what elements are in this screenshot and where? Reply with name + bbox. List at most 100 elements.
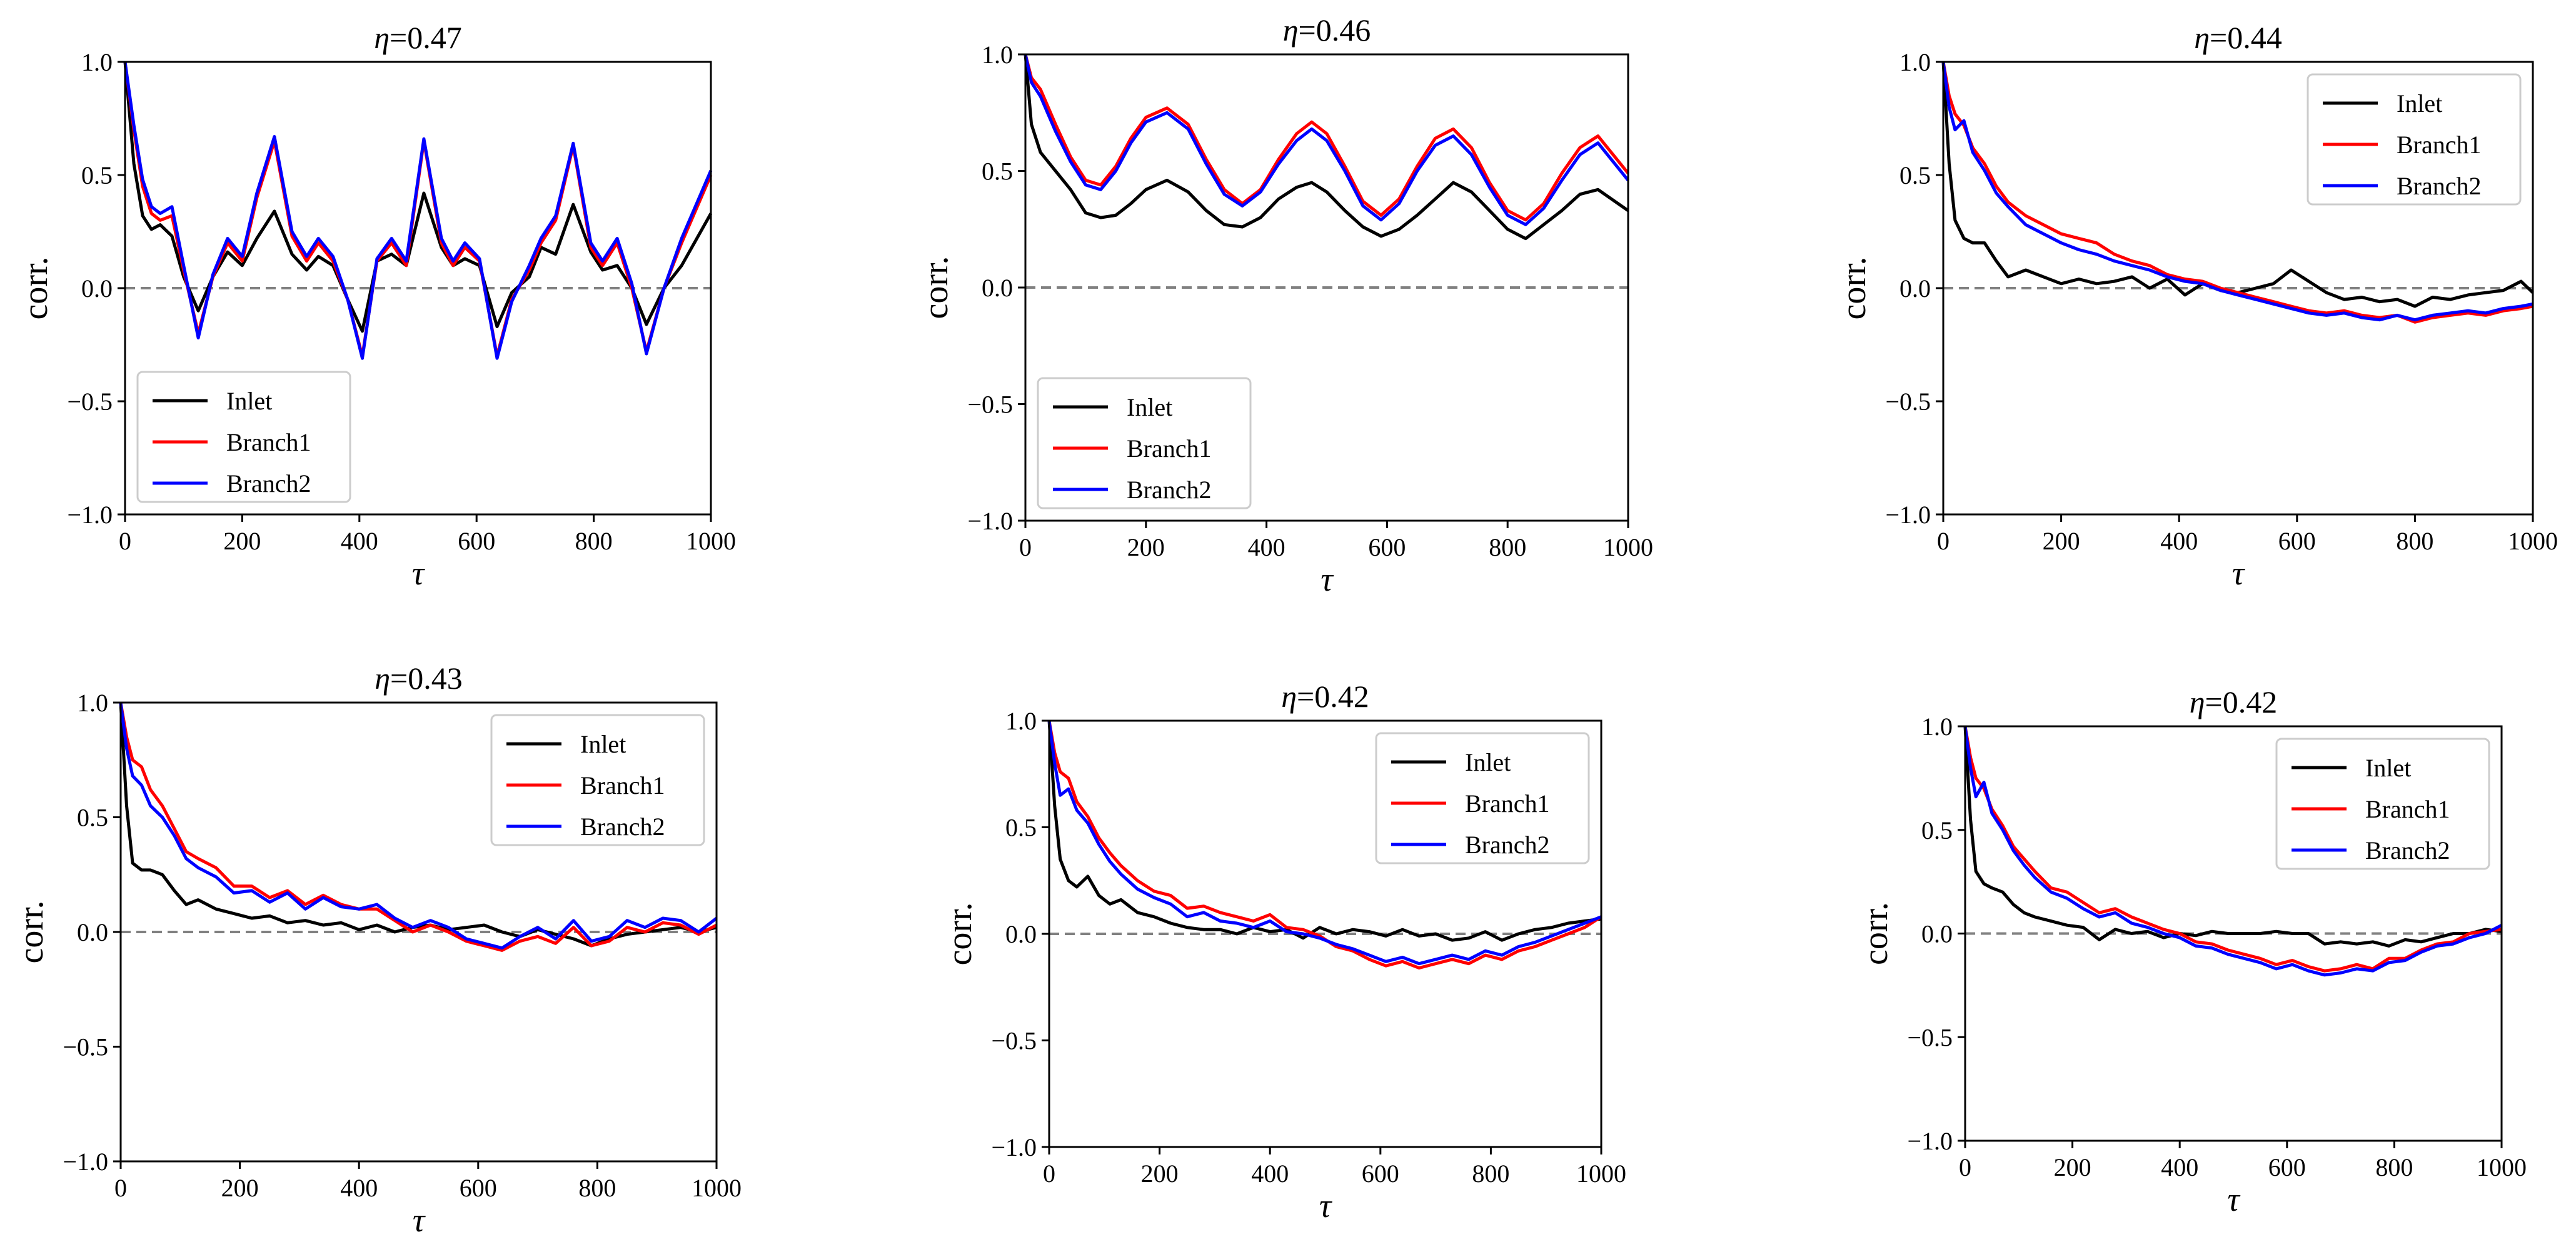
y-axis-label: corr. xyxy=(12,900,51,963)
legend: Inlet Branch1 Branch2 xyxy=(2275,738,2490,870)
x-tick-label: 1000 xyxy=(692,1174,742,1202)
x-tick-label: 800 xyxy=(2396,527,2433,555)
series-line-branch1 xyxy=(1047,720,1602,970)
title-value: =0.46 xyxy=(1299,13,1371,48)
x-tick-label: 200 xyxy=(2043,527,2080,555)
legend-label-inlet: Inlet xyxy=(2365,754,2411,782)
legend-box xyxy=(2307,73,2522,206)
chart-title: η=0.42 xyxy=(1281,679,1369,714)
x-tick-label: 200 xyxy=(223,527,261,555)
x-axis-label: τ xyxy=(2232,554,2245,592)
y-tick-label: 0.0 xyxy=(81,274,113,303)
x-tick-label: 1000 xyxy=(2508,527,2558,555)
x-tick-label: 800 xyxy=(575,527,613,555)
x-tick-label: 600 xyxy=(1368,533,1406,561)
x-tick-label: 1000 xyxy=(2477,1153,2527,1181)
series-line-branch2 xyxy=(1024,54,1629,226)
x-tick-label: 800 xyxy=(2375,1153,2413,1181)
series-line-inlet xyxy=(119,702,717,948)
y-tick-label: 0.0 xyxy=(1899,274,1931,303)
y-tick-label: −1.0 xyxy=(967,507,1013,535)
x-tick-label: 400 xyxy=(1248,533,1285,561)
legend: Inlet Branch1 Branch2 xyxy=(136,371,351,503)
y-tick-label: −0.5 xyxy=(1907,1023,1953,1051)
x-tick-label: 1000 xyxy=(686,527,736,555)
series-line-inlet xyxy=(1024,54,1629,241)
y-tick-label: 0.0 xyxy=(77,918,108,946)
series-line-branch1 xyxy=(1941,61,2533,324)
y-tick-label: −0.5 xyxy=(991,1027,1037,1055)
legend-label-branch1: Branch1 xyxy=(2397,131,2482,159)
y-axis-label: corr. xyxy=(1856,902,1895,965)
chart-title: η=0.46 xyxy=(1283,13,1371,48)
x-tick-label: 600 xyxy=(1362,1159,1399,1188)
x-tick-label: 400 xyxy=(340,1174,378,1202)
chart-panel-2: 0 200 400 600 800 1000 1.0 0.5 0.0 −0.5 −1.0 η=0.46… xyxy=(917,13,1653,598)
series-line-branch1 xyxy=(1024,54,1629,222)
x-tick-label: 200 xyxy=(1141,1159,1179,1188)
title-value: =0.44 xyxy=(2210,20,2282,55)
title-symbol: η xyxy=(2194,20,2210,55)
y-tick-label: 0.5 xyxy=(77,804,108,832)
legend-label-inlet: Inlet xyxy=(1127,393,1172,421)
y-tick-label: −1.0 xyxy=(1907,1127,1953,1155)
y-tick-label: −1.0 xyxy=(991,1133,1037,1161)
panels: 0 200 400 600 800 10001.00.50.0−0.5−1.0η=0.47… xyxy=(12,13,2558,1239)
x-tick-label: 600 xyxy=(458,527,495,555)
series-line-branch2 xyxy=(1941,61,2533,322)
y-tick-label: −0.5 xyxy=(63,1033,108,1061)
title-symbol: η xyxy=(375,661,390,696)
series-line-branch2 xyxy=(1047,720,1602,966)
series-line-branch2 xyxy=(1963,726,2503,977)
chart-panel-6: 0 200 400 600 800 1000 1.0 0.5 0.0 −0.5 −1.0 η=0.42… xyxy=(1856,684,2527,1218)
y-tick-label: 1.0 xyxy=(982,41,1013,69)
legend-box xyxy=(136,371,351,503)
y-tick-label: −1.0 xyxy=(63,1148,108,1176)
legend-label-branch1: Branch1 xyxy=(226,428,311,456)
legend-label-inlet: Inlet xyxy=(1465,748,1511,776)
y-tick-label: 0.5 xyxy=(81,161,113,189)
y-tick-label: 1.0 xyxy=(1005,707,1037,735)
x-tick-label: 800 xyxy=(1489,533,1526,561)
x-tick-label: 400 xyxy=(2161,1153,2198,1181)
y-tick-label: 0.0 xyxy=(1005,920,1037,948)
legend-label-inlet: Inlet xyxy=(580,730,626,758)
legend-label-branch2: Branch2 xyxy=(1465,831,1550,859)
legend: Inlet Branch1 Branch2 xyxy=(2307,73,2522,206)
title-symbol: η xyxy=(2190,684,2205,719)
x-axis-label: τ xyxy=(1319,1187,1332,1224)
y-tick-label: 0.0 xyxy=(1921,920,1953,948)
chart-panel-5: 0 200 400 600 800 1000 1.0 0.5 0.0 −0.5 −1.0 η=0.42… xyxy=(940,679,1626,1224)
title-symbol: η xyxy=(1281,679,1297,714)
x-tick-label: 600 xyxy=(460,1174,497,1202)
title-value: =0.42 xyxy=(1297,679,1369,714)
y-tick-label: 1.0 xyxy=(77,689,108,717)
y-tick-label: 1.0 xyxy=(81,48,113,76)
y-tick-label: 0.0 xyxy=(982,274,1013,302)
x-tick-label: 600 xyxy=(2268,1153,2306,1181)
x-tick-label: 400 xyxy=(2160,527,2198,555)
chart-panel-3: 0 200 400 600 800 1000 1.0 0.5 0.0 −0.5 −1.0 η=0.44… xyxy=(1834,20,2558,592)
y-axis-label: corr. xyxy=(1834,256,1873,319)
legend-label-branch2: Branch2 xyxy=(1127,476,1212,504)
title-value: =0.47 xyxy=(390,20,462,55)
y-tick-label: −1.0 xyxy=(67,501,113,529)
chart-title: η=0.47 xyxy=(374,20,462,55)
chart-title: η=0.44 xyxy=(2194,20,2282,55)
legend-label-inlet: Inlet xyxy=(226,387,272,415)
series-line-inlet xyxy=(1963,726,2502,948)
y-tick-label: 0.5 xyxy=(1899,161,1931,189)
y-tick-label: −0.5 xyxy=(67,388,113,416)
x-axis-label: τ xyxy=(412,554,425,592)
x-axis-label: τ xyxy=(2227,1181,2240,1218)
x-tick-label: 1000 xyxy=(1576,1159,1626,1188)
legend-label-branch2: Branch2 xyxy=(580,813,665,841)
chart-title: η=0.42 xyxy=(2190,684,2278,719)
y-axis-label: corr. xyxy=(16,256,55,319)
legend: Inlet Branch1 Branch2 xyxy=(490,714,705,846)
title-value: =0.43 xyxy=(390,661,463,696)
x-tick-label: 0 xyxy=(114,1174,127,1202)
title-symbol: η xyxy=(1283,13,1299,48)
